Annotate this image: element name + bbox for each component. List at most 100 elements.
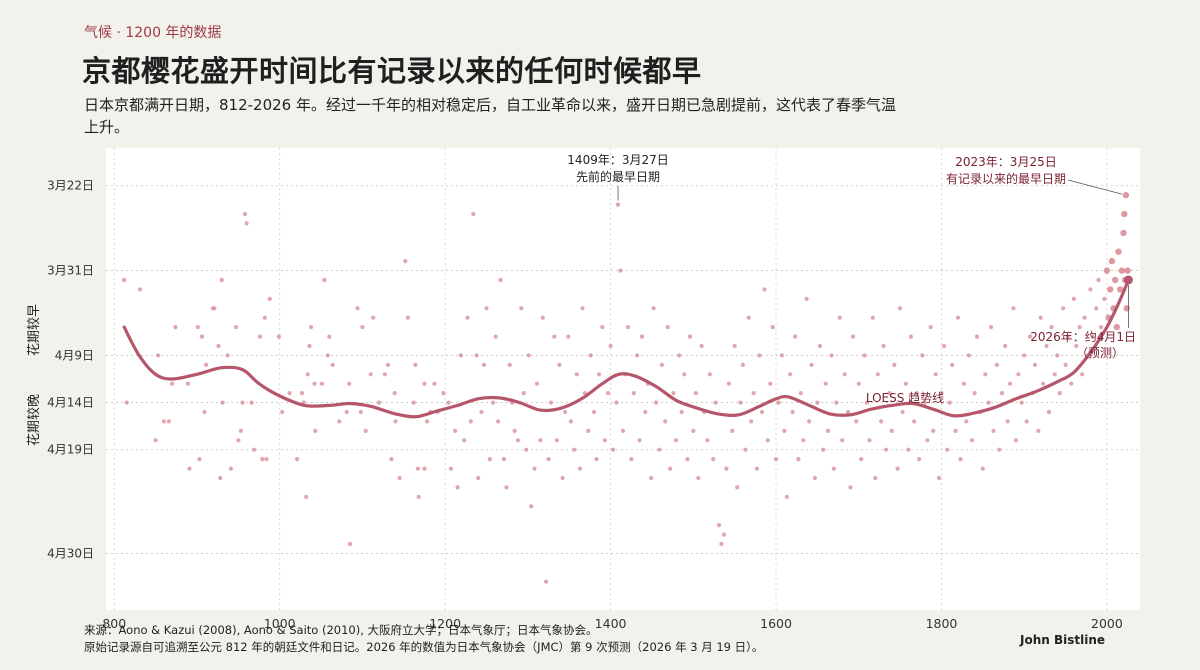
data-point bbox=[842, 372, 847, 377]
data-point bbox=[679, 409, 684, 415]
data-point bbox=[307, 343, 312, 349]
data-point bbox=[216, 343, 221, 349]
data-point bbox=[441, 391, 446, 396]
data-point bbox=[953, 428, 958, 433]
data-point bbox=[1019, 400, 1024, 405]
data-point bbox=[1065, 334, 1071, 339]
data-point bbox=[1088, 287, 1093, 292]
data-point bbox=[529, 504, 534, 509]
data-point bbox=[887, 391, 892, 396]
data-point bbox=[455, 485, 460, 490]
data-point bbox=[330, 362, 335, 367]
data-point bbox=[1096, 277, 1101, 283]
data-point bbox=[796, 457, 801, 462]
data-point bbox=[862, 353, 867, 358]
data-point bbox=[974, 334, 980, 339]
data-point bbox=[941, 343, 947, 349]
forecast-2026-point bbox=[1123, 275, 1133, 285]
data-point bbox=[1069, 381, 1074, 386]
data-point bbox=[980, 466, 985, 471]
data-point bbox=[933, 372, 938, 377]
x-tick-label: 1200 bbox=[429, 616, 461, 631]
annotation-1409-line2: 先前的最早日期 bbox=[576, 169, 660, 184]
data-point bbox=[958, 457, 963, 462]
data-point bbox=[608, 343, 613, 349]
data-point bbox=[1099, 325, 1104, 330]
data-point bbox=[360, 325, 365, 330]
data-point bbox=[262, 315, 267, 320]
data-point bbox=[776, 400, 781, 405]
source-note: 来源：Aono & Kazui (2008), Aono & Saito (20… bbox=[84, 622, 763, 656]
data-point bbox=[173, 325, 178, 330]
data-point bbox=[859, 457, 864, 462]
data-point bbox=[782, 428, 787, 433]
data-point bbox=[264, 457, 269, 462]
data-point bbox=[854, 419, 859, 424]
data-point bbox=[393, 419, 398, 424]
chart-title: 京都樱花盛开时间比有记录以来的任何时候都早 bbox=[82, 54, 702, 88]
data-point bbox=[554, 438, 559, 443]
data-point bbox=[471, 211, 476, 217]
data-point bbox=[928, 325, 933, 330]
data-point bbox=[986, 400, 991, 405]
data-point bbox=[602, 438, 607, 443]
data-point bbox=[305, 372, 310, 377]
data-point bbox=[252, 447, 257, 452]
data-point bbox=[403, 259, 408, 264]
data-point bbox=[236, 438, 241, 443]
data-point bbox=[906, 447, 911, 452]
data-point bbox=[793, 334, 798, 339]
data-point bbox=[955, 315, 961, 320]
data-point bbox=[371, 315, 376, 320]
data-point bbox=[557, 362, 562, 367]
data-point bbox=[829, 353, 834, 358]
data-point bbox=[1011, 306, 1016, 311]
y-tick-label: 4月19日 bbox=[47, 443, 94, 457]
data-point bbox=[770, 325, 775, 330]
data-point bbox=[538, 438, 543, 443]
data-point bbox=[1044, 343, 1049, 349]
data-point bbox=[1013, 438, 1019, 443]
data-point bbox=[153, 438, 158, 443]
data-point bbox=[519, 306, 524, 311]
data-point bbox=[738, 400, 743, 405]
data-point bbox=[807, 419, 812, 424]
data-point bbox=[817, 343, 823, 349]
data-point bbox=[228, 466, 233, 471]
data-point bbox=[1122, 191, 1130, 199]
y-tick-label: 3月22日 bbox=[47, 179, 94, 193]
data-point bbox=[218, 475, 223, 481]
data-point bbox=[325, 353, 330, 358]
data-point bbox=[631, 391, 636, 396]
data-point bbox=[1041, 381, 1046, 386]
data-point bbox=[386, 362, 391, 367]
data-point bbox=[422, 381, 427, 386]
data-point bbox=[964, 419, 969, 424]
data-point bbox=[1071, 296, 1076, 301]
data-point bbox=[257, 334, 262, 339]
data-point bbox=[532, 466, 537, 471]
data-point bbox=[534, 381, 540, 386]
data-point bbox=[999, 391, 1005, 396]
data-point bbox=[711, 457, 716, 462]
data-point bbox=[721, 532, 727, 537]
data-point bbox=[788, 372, 793, 377]
data-point bbox=[220, 400, 225, 405]
data-point bbox=[600, 325, 605, 330]
data-point bbox=[312, 381, 317, 386]
data-point bbox=[358, 409, 363, 415]
data-point bbox=[730, 428, 735, 433]
data-point bbox=[161, 419, 166, 424]
data-point bbox=[212, 306, 217, 311]
data-point bbox=[507, 362, 512, 367]
data-point bbox=[699, 343, 704, 349]
data-point bbox=[665, 325, 670, 330]
data-point bbox=[895, 466, 900, 471]
data-point bbox=[950, 362, 955, 367]
data-point bbox=[914, 391, 919, 396]
data-point bbox=[295, 457, 300, 462]
data-point bbox=[416, 494, 421, 499]
data-point bbox=[629, 457, 634, 462]
data-point bbox=[432, 381, 437, 386]
data-point bbox=[458, 353, 463, 358]
